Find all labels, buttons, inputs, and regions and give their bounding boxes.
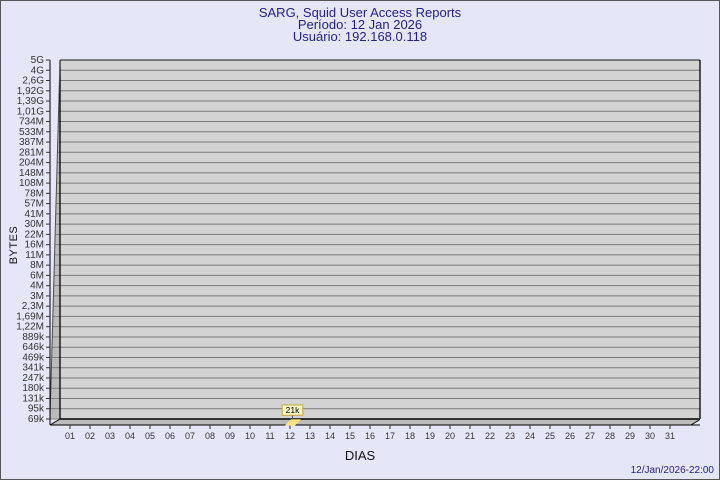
svg-text:25: 25 bbox=[545, 431, 555, 441]
svg-text:21: 21 bbox=[465, 431, 475, 441]
svg-text:31: 31 bbox=[665, 431, 675, 441]
svg-text:03: 03 bbox=[105, 431, 115, 441]
svg-text:22: 22 bbox=[485, 431, 495, 441]
svg-text:26: 26 bbox=[565, 431, 575, 441]
svg-text:07: 07 bbox=[185, 431, 195, 441]
svg-text:30: 30 bbox=[645, 431, 655, 441]
svg-text:10: 10 bbox=[245, 431, 255, 441]
svg-text:20: 20 bbox=[445, 431, 455, 441]
svg-text:17: 17 bbox=[385, 431, 395, 441]
svg-text:02: 02 bbox=[85, 431, 95, 441]
svg-text:27: 27 bbox=[585, 431, 595, 441]
svg-text:24: 24 bbox=[525, 431, 535, 441]
svg-text:69k: 69k bbox=[28, 414, 45, 425]
svg-text:19: 19 bbox=[425, 431, 435, 441]
svg-text:14: 14 bbox=[325, 431, 335, 441]
svg-text:15: 15 bbox=[345, 431, 355, 441]
svg-text:21k: 21k bbox=[286, 405, 300, 415]
svg-text:16: 16 bbox=[365, 431, 375, 441]
svg-text:01: 01 bbox=[65, 431, 75, 441]
svg-text:09: 09 bbox=[225, 431, 235, 441]
svg-text:11: 11 bbox=[265, 431, 274, 441]
svg-text:08: 08 bbox=[205, 431, 215, 441]
svg-text:12: 12 bbox=[285, 431, 295, 441]
svg-text:13: 13 bbox=[305, 431, 315, 441]
svg-text:29: 29 bbox=[625, 431, 635, 441]
svg-text:18: 18 bbox=[405, 431, 415, 441]
svg-text:28: 28 bbox=[605, 431, 615, 441]
svg-text:05: 05 bbox=[145, 431, 155, 441]
svg-text:23: 23 bbox=[505, 431, 515, 441]
svg-text:04: 04 bbox=[125, 431, 135, 441]
svg-text:06: 06 bbox=[165, 431, 175, 441]
